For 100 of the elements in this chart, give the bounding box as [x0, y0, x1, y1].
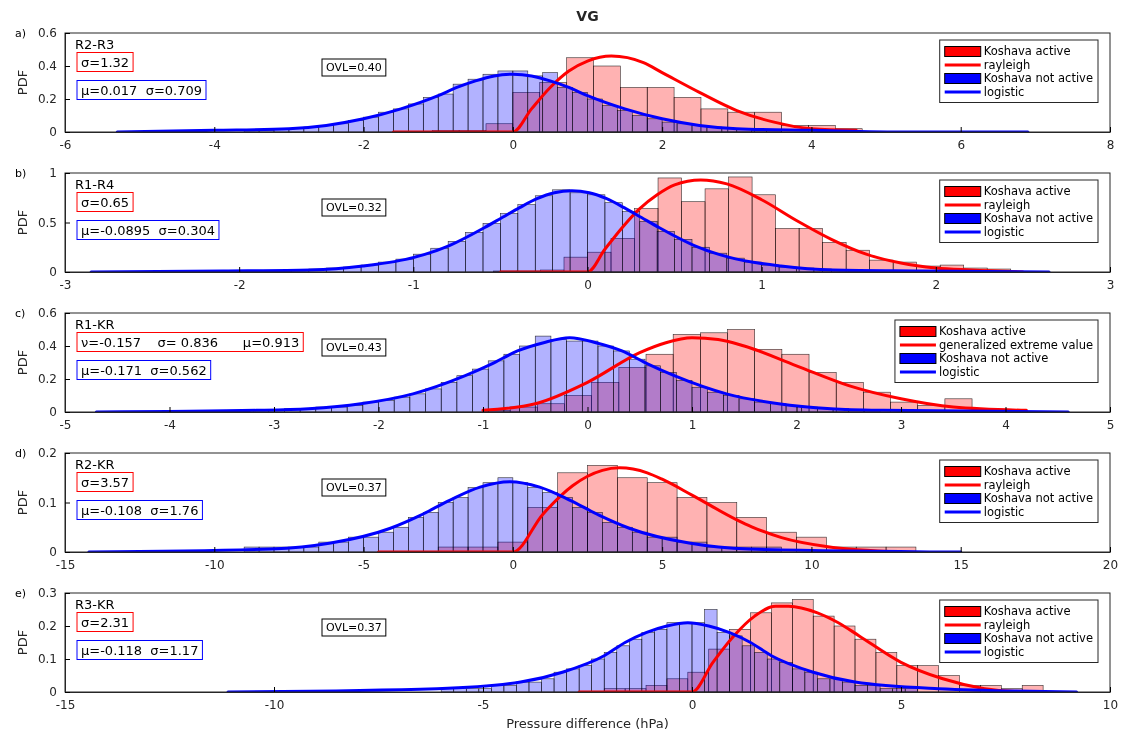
x-tick-label: -2: [358, 137, 371, 152]
annotation: R2-KR: [75, 457, 115, 472]
y-tick-label: 0.3: [37, 586, 57, 601]
annotation: R2-R3: [75, 37, 115, 52]
annotation: R1-R4: [75, 177, 115, 192]
legend-label: Koshava not active: [938, 351, 1049, 365]
annotation: μ=0.017 σ=0.709: [81, 82, 202, 98]
annotation: OVL=0.32: [326, 201, 382, 214]
annotation: OVL=0.37: [326, 481, 382, 494]
legend-label: generalized extreme value: [938, 337, 1093, 352]
x-tick-label: 5: [1106, 417, 1115, 432]
y-tick-label: 0: [49, 405, 57, 420]
legend-label: Koshava active: [983, 464, 1071, 478]
x-tick-label: -2: [233, 277, 246, 292]
legend-label: Koshava not active: [983, 631, 1093, 645]
annotation: μ=-0.108 σ=1.76: [81, 502, 199, 518]
x-tick-label: -4: [208, 137, 221, 152]
x-tick-label: 4: [808, 137, 816, 152]
annotation: OVL=0.37: [326, 621, 382, 634]
legend-label: Koshava active: [983, 604, 1071, 618]
annotation: OVL=0.43: [326, 341, 382, 354]
legend-label: Koshava active: [983, 44, 1071, 58]
x-axis-title: Pressure difference (hPa): [506, 716, 669, 731]
x-tick-label: -10: [204, 557, 225, 572]
annotation: σ=1.32: [81, 54, 130, 70]
chart-title: VG: [576, 8, 599, 24]
x-tick-label: 4: [1002, 417, 1010, 432]
y-tick-label: 0.2: [37, 92, 57, 107]
y-tick-label: 0.1: [37, 652, 57, 667]
annotation: R3-KR: [75, 597, 115, 612]
legend-label: Koshava not active: [983, 211, 1093, 225]
y-tick-label: 0: [49, 685, 57, 700]
annotation: μ=-0.118 σ=1.17: [81, 642, 199, 658]
x-tick-label: 15: [953, 557, 969, 572]
legend-label: logistic: [983, 224, 1025, 239]
legend-label: Koshava not active: [983, 71, 1093, 85]
y-axis-title: PDF: [15, 489, 30, 516]
x-tick-label: -4: [164, 417, 176, 432]
annotation: σ=2.31: [81, 614, 130, 630]
x-tick-label: -5: [358, 557, 371, 572]
legend-label: logistic: [983, 504, 1025, 519]
legend-label: rayleigh: [983, 57, 1031, 72]
x-tick-label: -15: [55, 697, 76, 712]
y-tick-label: 1: [49, 166, 57, 181]
y-axis-title: PDF: [15, 629, 30, 656]
x-tick-label: -15: [55, 557, 76, 572]
x-tick-label: -3: [59, 277, 72, 292]
y-tick-label: 0.2: [37, 619, 57, 634]
x-tick-label: -1: [477, 417, 490, 432]
legend-label: logistic: [983, 644, 1025, 659]
y-tick-label: 0.6: [37, 306, 57, 321]
legend-label: rayleigh: [983, 477, 1031, 492]
x-tick-label: 20: [1102, 557, 1119, 572]
x-tick-label: 10: [804, 557, 820, 572]
y-axis-title: PDF: [15, 349, 30, 376]
x-tick-label: 3: [897, 417, 906, 432]
annotation: R1-KR: [75, 317, 115, 332]
x-tick-label: -5: [59, 417, 72, 432]
x-tick-label: 6: [957, 137, 966, 152]
annotation: μ=-0.171 σ=0.562: [81, 362, 207, 378]
x-tick-label: 5: [897, 697, 906, 712]
x-tick-label: 2: [932, 277, 941, 292]
x-tick-label: 0: [509, 557, 518, 572]
y-tick-label: 0.6: [37, 26, 57, 41]
y-tick-label: 0.2: [37, 446, 57, 461]
x-tick-label: 0: [584, 417, 592, 432]
legend-label: rayleigh: [983, 617, 1031, 632]
y-tick-label: 0.2: [37, 372, 57, 387]
text: d): [15, 447, 27, 460]
x-tick-label: 2: [658, 137, 667, 152]
y-tick-label: 0.1: [37, 495, 57, 510]
x-tick-label: -10: [264, 697, 285, 712]
text: e): [15, 587, 27, 600]
text: b): [15, 167, 27, 180]
annotation: σ=3.57: [81, 474, 130, 490]
x-tick-label: 0: [509, 137, 518, 152]
x-tick-label: 10: [1102, 697, 1119, 712]
x-tick-label: 0: [584, 277, 592, 292]
legend-label: Koshava active: [938, 324, 1026, 338]
x-tick-label: -6: [59, 137, 72, 152]
y-tick-label: 0: [49, 545, 57, 560]
y-tick-label: 0.4: [37, 339, 57, 354]
legend-label: rayleigh: [983, 197, 1031, 212]
x-tick-label: -1: [407, 277, 420, 292]
y-axis-title: PDF: [15, 209, 30, 236]
x-tick-label: 8: [1106, 137, 1115, 152]
x-tick-label: 3: [1106, 277, 1115, 292]
x-tick-label: 1: [688, 417, 697, 432]
y-tick-label: 0.5: [37, 215, 57, 230]
legend-label: Koshava not active: [983, 491, 1093, 505]
x-tick-label: 0: [688, 697, 697, 712]
y-axis-title: PDF: [15, 69, 30, 96]
legend-label: Koshava active: [983, 184, 1071, 198]
x-tick-label: 2: [793, 417, 801, 432]
annotation: ν=-0.157 σ= 0.836 μ=0.913: [81, 334, 300, 350]
text: a): [15, 27, 27, 40]
annotation: μ=-0.0895 σ=0.304: [81, 222, 215, 238]
annotation: OVL=0.40: [326, 61, 382, 74]
y-tick-label: 0: [49, 265, 57, 280]
legend-label: logistic: [983, 84, 1025, 99]
